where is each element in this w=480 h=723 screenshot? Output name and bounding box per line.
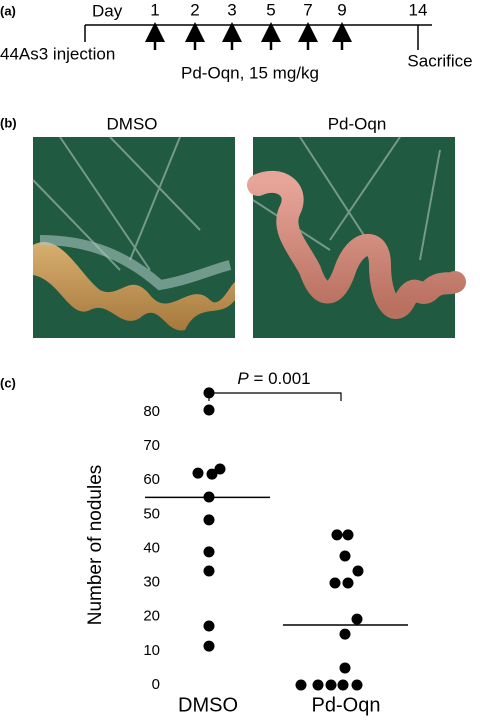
day-label: 2 — [190, 0, 199, 19]
data-point — [214, 463, 226, 475]
data-point — [351, 679, 363, 691]
data-point — [192, 467, 204, 479]
data-point — [339, 550, 351, 562]
data-point — [342, 577, 354, 589]
y-tick-label: 30 — [143, 574, 160, 591]
y-tick-label: 80 — [143, 403, 160, 420]
data-point — [339, 662, 351, 674]
panel-label: (a) — [0, 3, 16, 18]
photo-title: Pd-Oqn — [328, 114, 387, 133]
data-point — [352, 565, 364, 577]
photo — [32, 136, 235, 338]
day-title: Day — [92, 1, 123, 20]
end-label: Sacrifice — [407, 51, 472, 70]
data-point — [339, 628, 351, 640]
y-tick-label: 70 — [143, 437, 160, 454]
data-point — [295, 679, 307, 691]
x-tick-label: DMSO — [178, 694, 238, 716]
photo-title: DMSO — [107, 114, 158, 133]
x-tick-label: Pd-Oqn — [312, 694, 381, 716]
day-label: 3 — [227, 0, 236, 19]
data-point — [203, 404, 215, 416]
data-point — [206, 468, 218, 480]
treatment-label: Pd-Oqn, 15 mg/kg — [181, 63, 319, 82]
day-label: 14 — [409, 0, 428, 19]
p-symbol: P — [237, 369, 249, 388]
data-point — [203, 640, 215, 652]
data-point — [312, 679, 324, 691]
y-tick-label: 10 — [143, 642, 160, 659]
panel-label: (c) — [0, 375, 16, 390]
data-point — [351, 613, 363, 625]
day-label: 7 — [303, 0, 312, 19]
injection-label: 44As3 injection — [0, 44, 115, 63]
data-point — [331, 529, 343, 541]
data-point — [203, 514, 215, 526]
data-point — [325, 679, 337, 691]
y-axis-label: Number of nodules — [85, 465, 106, 626]
y-tick-label: 40 — [143, 539, 160, 556]
data-point — [329, 577, 341, 589]
data-point — [203, 387, 215, 399]
p-text: = 0.001 — [253, 369, 310, 388]
p-value: P = 0.001 — [237, 369, 310, 388]
y-tick-label: 0 — [152, 676, 160, 693]
data-point — [203, 546, 215, 558]
data-point — [337, 679, 349, 691]
y-tick-label: 50 — [143, 505, 160, 522]
y-tick-label: 60 — [143, 471, 160, 488]
data-point — [203, 565, 215, 577]
significance-bracket — [208, 392, 342, 401]
data-point — [342, 529, 354, 541]
photo — [247, 136, 466, 338]
y-tick-label: 20 — [143, 608, 160, 625]
day-label: 1 — [150, 0, 159, 19]
day-label: 5 — [266, 0, 275, 19]
day-label: 9 — [337, 0, 346, 19]
data-point — [203, 620, 215, 632]
panel-label: (b) — [0, 115, 17, 130]
